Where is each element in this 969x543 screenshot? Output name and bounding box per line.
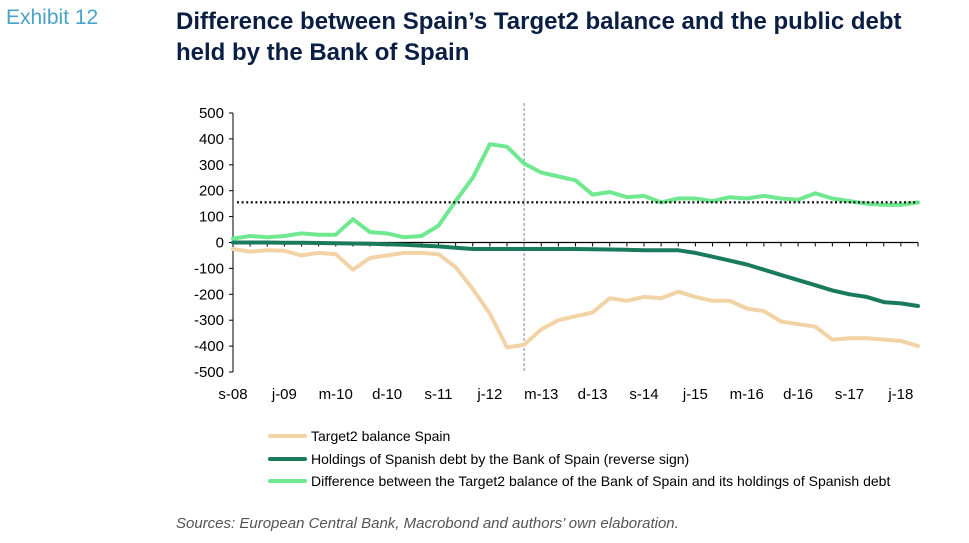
y-tick-label: -300 <box>194 312 224 329</box>
y-tick-label: 0 <box>216 235 224 252</box>
x-tick-label: d-16 <box>783 386 813 403</box>
y-tick-label: -400 <box>194 338 224 355</box>
x-tick-label: j-15 <box>682 386 708 403</box>
y-tick-label: 100 <box>199 209 224 226</box>
series-line-2 <box>231 240 920 308</box>
y-tick-label: 500 <box>199 105 224 122</box>
y-tick-label: 300 <box>199 157 224 174</box>
x-tick-label: j-18 <box>887 386 913 403</box>
x-tick-label: m-13 <box>524 386 558 403</box>
exhibit-label: Exhibit 12 <box>6 6 99 29</box>
series-line-1 <box>231 247 920 350</box>
y-tick-label: -200 <box>194 286 224 303</box>
y-tick-label: -100 <box>194 260 224 277</box>
x-tick-label: m-10 <box>319 386 353 403</box>
x-tick-label: s-14 <box>629 386 658 403</box>
series-line-3 <box>231 142 920 241</box>
series-lines <box>231 142 920 350</box>
x-tick-label: s-17 <box>835 386 864 403</box>
legend-label-2: Holdings of Spanish debt by the Bank of … <box>311 451 689 467</box>
source-note: Sources: European Central Bank, Macrobon… <box>176 515 679 532</box>
legend-label-1: Target2 balance Spain <box>311 428 450 444</box>
legend-label-3: Difference between the Target2 balance o… <box>311 473 890 489</box>
y-tick-label: 200 <box>199 183 224 200</box>
y-axis: 500 400 300 200 100 0 -100 -200 -300 -400 -500 <box>194 105 234 381</box>
x-tick-label: j-09 <box>271 386 297 403</box>
y-tick-label: 400 <box>199 131 224 148</box>
y-tick-label: -500 <box>194 364 224 381</box>
x-tick-label: s-11 <box>424 386 452 403</box>
legend: Target2 balance Spain Holdings of Spanish… <box>268 428 890 489</box>
x-tick-label: j-12 <box>476 386 502 403</box>
x-tick-label: d-13 <box>578 386 608 403</box>
chart-title: Difference between Spain’s Target2 balan… <box>176 8 902 66</box>
x-tick-label: m-16 <box>730 386 764 403</box>
x-tick-label: d-10 <box>372 386 402 403</box>
x-tick-label: s-08 <box>218 386 247 403</box>
